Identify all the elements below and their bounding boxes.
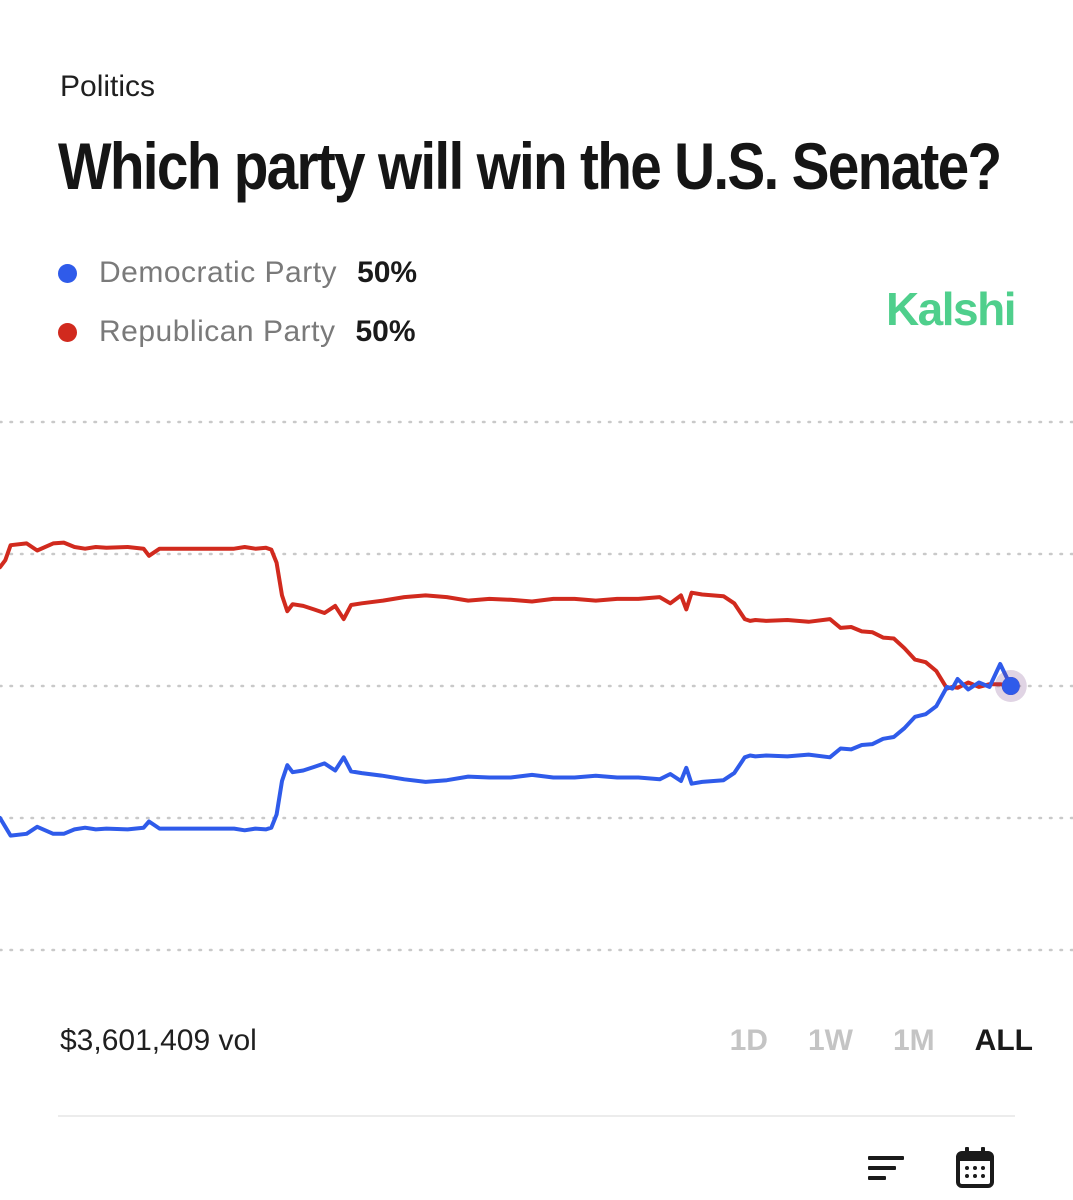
legend-item-republican: Republican Party 50% xyxy=(58,315,416,349)
range-tab-all[interactable]: ALL xyxy=(974,1024,1033,1057)
divider xyxy=(58,1115,1015,1117)
legend-item-democratic: Democratic Party 50% xyxy=(58,256,417,290)
range-tab-1w[interactable]: 1W xyxy=(807,1024,853,1057)
republican-dot xyxy=(58,322,77,342)
democratic-dot xyxy=(58,263,77,283)
sort-lines-icon[interactable] xyxy=(866,1146,906,1190)
volume-label: $3,601,409 vol xyxy=(60,1024,257,1057)
legend-percent: 50% xyxy=(357,256,418,289)
time-range-tabs: 1D 1W 1M ALL xyxy=(730,1024,1033,1058)
legend-percent: 50% xyxy=(355,315,416,348)
legend-label: Democratic Party xyxy=(99,256,338,289)
range-tab-1m[interactable]: 1M xyxy=(892,1024,935,1057)
price-chart[interactable] xyxy=(0,400,1073,970)
series-line-republican-party xyxy=(0,540,1013,691)
calendar-icon[interactable] xyxy=(955,1146,995,1190)
category-label[interactable]: Politics xyxy=(60,70,156,103)
endpoint-marker xyxy=(1001,677,1020,695)
legend-label: Republican Party xyxy=(99,315,336,348)
series-line-democratic-party xyxy=(0,662,1013,838)
kalshi-logo: Kalshi xyxy=(885,283,1017,335)
range-tab-1d[interactable]: 1D xyxy=(729,1024,768,1057)
market-title: Which party will win the U.S. Senate? xyxy=(58,129,1002,203)
